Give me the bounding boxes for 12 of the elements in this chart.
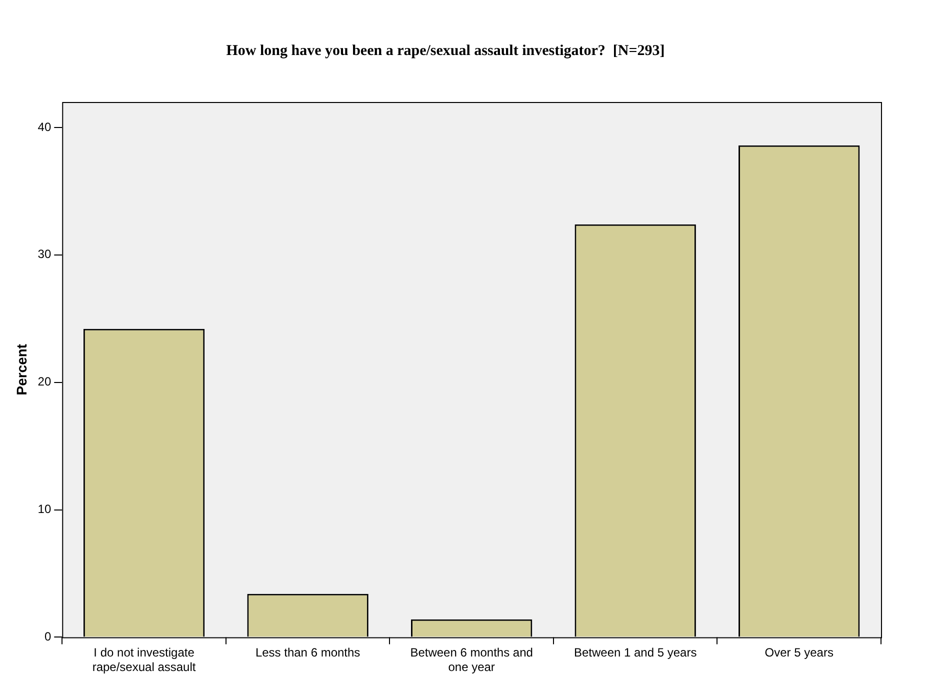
x-tick-label: I do not investigate rape/sexual assault [92,646,196,674]
y-tick-label: 30 [38,247,52,262]
x-tick-label: Between 1 and 5 years [574,646,697,660]
y-tick-label: 40 [38,120,52,134]
x-tick-label: Over 5 years [764,646,834,660]
x-tick-label: Less than 6 months [255,646,360,660]
x-tick-label: Between 6 months and one year [410,646,533,674]
y-tick-label: 10 [38,502,52,516]
chart-title: How long have you been a rape/sexual assault investigator? [N=293] [226,42,665,59]
y-axis-title: Percent [13,344,30,396]
y-tick-label: 0 [44,630,52,644]
y-tick-label: 20 [38,374,52,389]
